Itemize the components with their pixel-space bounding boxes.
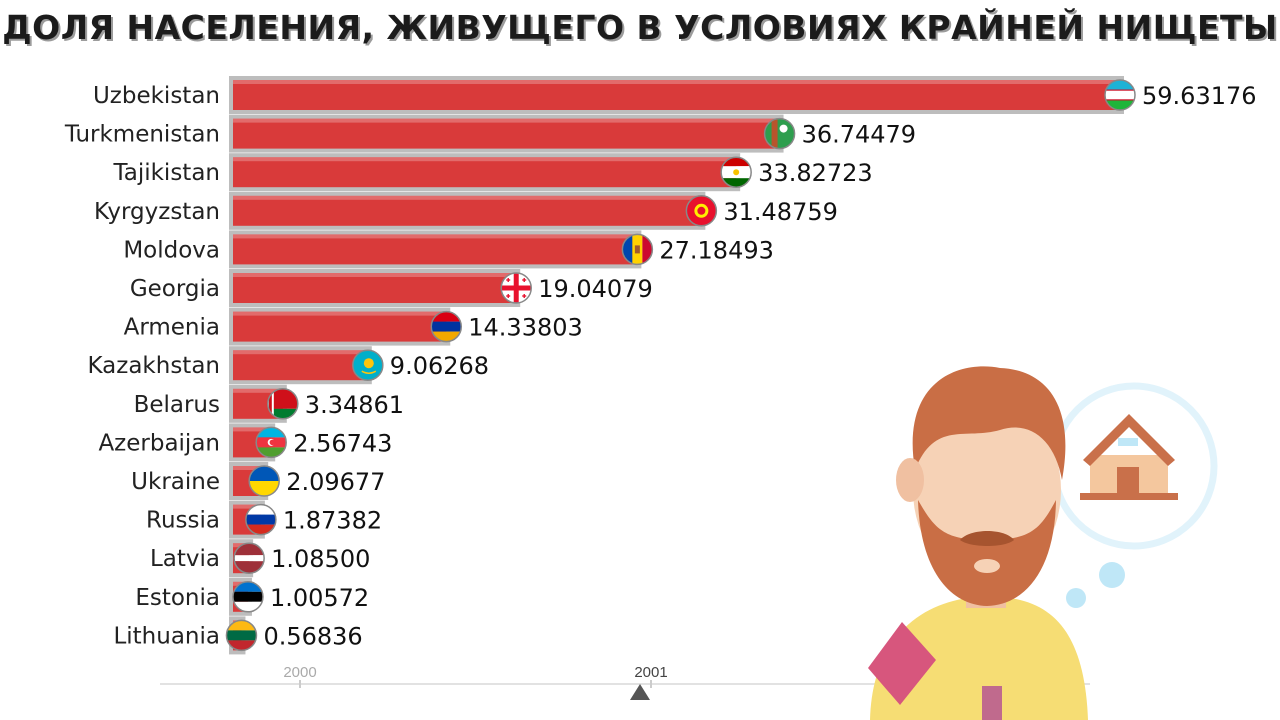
value-label: 0.56836: [263, 622, 362, 650]
category-label: Tajikistan: [113, 160, 221, 186]
georgia-flag-icon: [500, 272, 532, 304]
bar-kazakhstan: [233, 350, 368, 381]
armenia-flag-icon: [430, 310, 463, 343]
timeline-tick-label: 2001: [634, 664, 667, 681]
category-label: Lithuania: [113, 623, 220, 649]
value-label: 14.33803: [468, 314, 583, 342]
value-label: 36.74479: [802, 121, 917, 149]
bar-tajikistan: [233, 157, 737, 188]
bar-turkmenistan: [233, 118, 780, 149]
thought-bubble: [1050, 382, 1218, 608]
value-label: 33.82723: [758, 159, 873, 187]
value-label: 2.56743: [293, 429, 392, 457]
bar-uzbekistan: [233, 80, 1120, 110]
category-label: Azerbaijan: [98, 430, 220, 456]
category-label: Ukraine: [131, 469, 220, 495]
value-label: 27.18493: [659, 236, 774, 264]
category-label: Kyrgyzstan: [94, 199, 220, 225]
moldova-flag-icon: [621, 233, 654, 266]
value-label: 9.06268: [390, 352, 489, 380]
category-label: Uzbekistan: [93, 83, 220, 109]
value-label: 1.87382: [283, 507, 382, 535]
value-label: 31.48759: [723, 198, 838, 226]
bar-armenia: [233, 311, 447, 342]
value-label: 1.00572: [270, 584, 369, 612]
category-label: Georgia: [130, 276, 220, 302]
category-label: Armenia: [124, 315, 220, 341]
bar-georgia: [233, 273, 517, 303]
timeline-position-marker[interactable]: [630, 684, 650, 700]
category-label: Moldova: [123, 237, 220, 263]
bar-kyrgyzstan: [233, 195, 702, 226]
category-label: Russia: [146, 508, 220, 534]
tajikistan-flag-icon: [720, 156, 752, 188]
uzbekistan-flag-icon: [1104, 79, 1136, 111]
bearded-man-icon: [868, 366, 1088, 720]
latvia-flag-icon: [233, 542, 265, 574]
chart-title: ДОЛЯ НАСЕЛЕНИЯ, ЖИВУЩЕГО В УСЛОВИЯХ КРАЙ…: [2, 8, 1278, 47]
lithuania-flag-icon: [225, 619, 258, 652]
category-label: Belarus: [134, 392, 220, 418]
ukraine-flag-icon: [248, 465, 280, 497]
category-label: Estonia: [135, 585, 220, 611]
kazakhstan-flag-icon: [352, 349, 384, 381]
estonia-flag-icon: [232, 581, 264, 613]
value-label: 59.63176: [1142, 82, 1257, 110]
value-label: 2.09677: [286, 468, 385, 496]
value-label: 19.04079: [538, 275, 653, 303]
timeline-tick-label: 2000: [283, 664, 316, 681]
belarus-flag-icon: [267, 388, 299, 420]
value-label: 3.34861: [305, 391, 404, 419]
azerbaijan-flag-icon: [255, 426, 287, 459]
bar-moldova: [233, 234, 638, 265]
category-label: Kazakhstan: [87, 353, 220, 379]
category-label: Turkmenistan: [64, 122, 220, 148]
house-icon: [1080, 414, 1178, 500]
kyrgyzstan-flag-icon: [685, 195, 718, 227]
russia-flag-icon: [245, 503, 277, 536]
turkmenistan-flag-icon: [763, 117, 796, 150]
value-label: 1.08500: [271, 545, 370, 573]
category-label: Latvia: [150, 546, 220, 572]
